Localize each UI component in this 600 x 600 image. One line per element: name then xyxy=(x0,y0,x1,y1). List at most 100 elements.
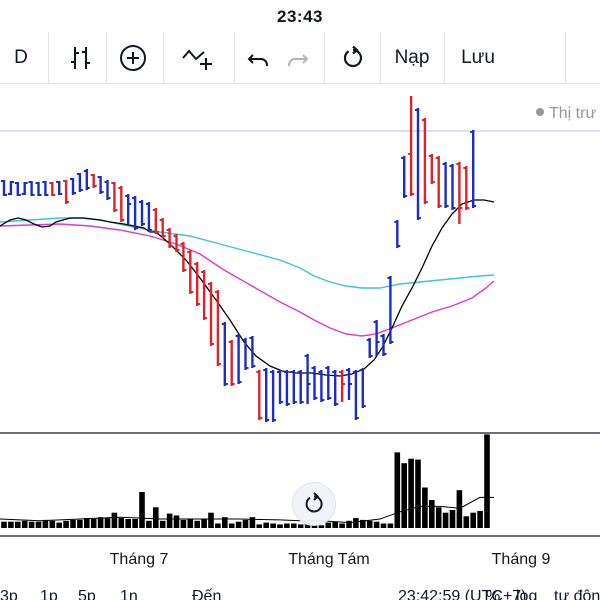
redo-button[interactable] xyxy=(280,32,316,83)
ohlc-bar xyxy=(332,370,339,406)
bar-type-button[interactable] xyxy=(56,32,106,83)
ohlc-bar xyxy=(283,370,290,406)
auto-toggle[interactable]: tự động xyxy=(554,588,600,600)
volume-bar xyxy=(408,458,414,528)
log-toggle[interactable]: log xyxy=(516,588,538,600)
volume-bar xyxy=(125,519,131,528)
volume-bar xyxy=(173,515,180,528)
volume-bar xyxy=(456,490,463,528)
volume-bar xyxy=(118,518,125,528)
volume-bar xyxy=(373,521,380,528)
ohlc-bar xyxy=(90,174,97,188)
volume-bar xyxy=(470,512,476,528)
ohlc-bar xyxy=(435,156,442,208)
volume-bar xyxy=(56,522,62,528)
load-button[interactable]: Nạp xyxy=(386,32,438,83)
save-label: Lưu xyxy=(461,46,495,68)
volume-bar xyxy=(90,519,97,528)
volume-bar xyxy=(84,518,90,528)
range-3p[interactable]: 3p xyxy=(0,588,18,600)
interval-button[interactable]: D xyxy=(8,32,34,83)
volume-bar xyxy=(208,512,214,528)
volume-bar xyxy=(8,521,14,528)
volume-bar xyxy=(201,519,207,528)
volume-bar xyxy=(104,518,111,528)
volume-bar xyxy=(325,522,332,528)
volume-bar xyxy=(429,500,435,528)
ohlc-bar xyxy=(277,370,283,404)
volume-bar xyxy=(380,523,387,528)
ohlc-bar xyxy=(249,336,256,368)
volume-bar xyxy=(194,520,200,528)
ohlc-bar xyxy=(111,182,118,212)
ohlc-bar xyxy=(42,181,49,196)
ohlc-bar xyxy=(346,368,352,400)
ohlc-bar xyxy=(325,366,332,400)
volume-bar xyxy=(360,519,366,528)
ohlc-bar xyxy=(56,181,63,195)
ohlc-bar xyxy=(145,202,152,232)
status-bar: 23:43 xyxy=(0,0,600,32)
volume-bar xyxy=(366,520,373,528)
volume-bar xyxy=(242,519,249,528)
range-1n[interactable]: 1n xyxy=(120,588,138,600)
ohlc-bar xyxy=(263,368,270,422)
volume-bar xyxy=(166,513,173,528)
ohlc-bar xyxy=(159,218,166,238)
volume-bar xyxy=(435,507,442,528)
volume-bar xyxy=(49,520,56,528)
ohlc-bar xyxy=(208,282,214,346)
volume-bar xyxy=(318,525,325,528)
ohlc-bar xyxy=(394,220,401,248)
volume-bar xyxy=(256,524,263,528)
volume-bar xyxy=(180,519,187,528)
volume-bar xyxy=(311,525,318,528)
volume-bar xyxy=(346,520,352,528)
volume-bar xyxy=(215,523,221,528)
percent-toggle[interactable]: % xyxy=(486,588,501,600)
ohlc-bar xyxy=(228,340,235,386)
volume-bar xyxy=(111,512,118,528)
volume-bar xyxy=(28,521,35,528)
ohlc-bar xyxy=(28,181,35,196)
volume-bar xyxy=(353,518,359,528)
range-1p[interactable]: 1p xyxy=(40,588,58,600)
range-5p[interactable]: 5p xyxy=(78,588,96,600)
undo-button[interactable] xyxy=(240,32,276,83)
compare-button[interactable] xyxy=(170,32,226,83)
timezone-label[interactable]: 23:42:59 (UTC+7) xyxy=(398,588,527,600)
save-button[interactable]: Lưu xyxy=(450,32,506,83)
volume-bar xyxy=(449,510,456,528)
ohlc-bar xyxy=(63,180,70,204)
ohlc-bar xyxy=(408,96,415,196)
volume-bar xyxy=(187,519,194,528)
volume-bar xyxy=(235,521,242,528)
ohlc-bar xyxy=(387,276,394,344)
volume-bar xyxy=(15,521,21,528)
volume-bar xyxy=(97,517,104,528)
volume-bar xyxy=(394,452,401,528)
ohlc-bar xyxy=(401,156,408,198)
ohlc-bar xyxy=(187,250,194,294)
ohlc-bar xyxy=(449,164,456,210)
goto-date-button[interactable]: Đến xyxy=(192,588,222,600)
market-status-label: Thị trư xyxy=(549,105,596,122)
reset-icon xyxy=(305,492,323,513)
ohlc-bar xyxy=(201,270,208,320)
volume-bar xyxy=(263,522,269,528)
ohlc-bar xyxy=(70,178,76,195)
refresh-button[interactable] xyxy=(332,32,374,83)
volume-bar xyxy=(332,521,338,528)
ohlc-bar xyxy=(173,234,180,252)
ohlc-bar xyxy=(359,368,366,408)
interval-label: D xyxy=(14,46,28,68)
volume-bar xyxy=(442,512,449,528)
volume-bar xyxy=(339,523,345,528)
plus-circle-icon xyxy=(120,44,146,71)
ohlc-bar xyxy=(297,370,304,404)
add-indicator-button[interactable] xyxy=(110,32,156,83)
volume-bar xyxy=(159,520,166,528)
reset-chart-button[interactable] xyxy=(292,482,336,526)
volume-bar xyxy=(228,523,235,528)
price-chart[interactable]: Thị trư Tháng 7 Tháng Tám Tháng 9 xyxy=(0,84,600,584)
